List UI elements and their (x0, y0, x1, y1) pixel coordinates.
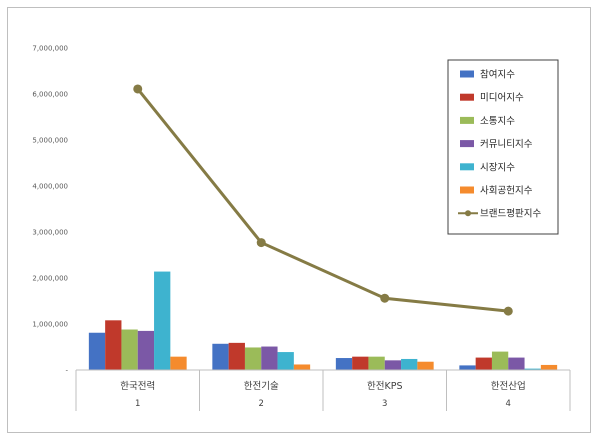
bar-5-2 (277, 352, 294, 370)
legend-label: 시장지수 (480, 162, 515, 173)
y-tick-label: 3,000,000 (32, 229, 68, 237)
x-index-label: 3 (382, 399, 387, 409)
bar-5-3 (401, 358, 418, 370)
legend-swatch (460, 186, 474, 194)
x-tick-label: 한전산업 (491, 380, 526, 392)
bar-4-2 (261, 346, 278, 370)
y-tick-label: 7,000,000 (32, 45, 68, 53)
legend-label: 미디어지수 (480, 93, 524, 104)
x-tick-label: 한전KPS (367, 381, 402, 392)
bar-1-2 (212, 343, 229, 370)
legend-swatch (460, 163, 474, 171)
line-path (136, 88, 509, 313)
chart-frame: - 1,000,000 2,000,000 3,000,000 4,000,000 5,0… (7, 7, 591, 433)
y-tick-label: - (65, 367, 68, 375)
x-axis: 한국전력 1 한전기술 2 한전KPS 3 한전산업 4 (75, 369, 571, 411)
y-tick-label: 6,000,000 (32, 91, 68, 99)
line-point-4 (503, 306, 513, 316)
y-tick-label: 4,000,000 (32, 183, 68, 191)
bar-4-4 (508, 357, 525, 370)
bar-1-3 (335, 358, 353, 370)
bar-6-4 (540, 364, 558, 370)
bar-3-4 (491, 351, 509, 370)
bar-2-4 (475, 357, 492, 370)
y-tick-label: 5,000,000 (32, 137, 68, 145)
x-tick-label: 한국전력 (120, 380, 155, 392)
bar-3-1 (121, 329, 138, 370)
brand-reputation-line (133, 84, 513, 316)
legend-label: 사회공헌지수 (480, 186, 533, 197)
line-point-2 (256, 238, 266, 248)
line-point-3 (380, 293, 390, 303)
bar-1-4 (459, 365, 476, 370)
legend-label: 브랜드평판지수 (480, 209, 541, 220)
bar-3-3 (368, 356, 385, 370)
y-tick-label: 1,000,000 (32, 321, 68, 329)
x-index-label: 2 (259, 399, 264, 409)
y-axis-ticks: - 1,000,000 2,000,000 3,000,000 4,000,000 5,0… (32, 45, 68, 375)
bar-2-3 (352, 356, 369, 370)
legend-swatch (460, 93, 474, 101)
line-point-1 (133, 84, 143, 94)
bar-series-group (88, 271, 558, 370)
legend-label: 참여지수 (480, 69, 515, 81)
y-tick-label: 2,000,000 (32, 275, 68, 283)
bar-6-1 (170, 356, 187, 370)
bar-5-1 (154, 271, 171, 370)
x-tick-label: 한전기술 (244, 381, 279, 392)
x-index-label: 1 (135, 399, 140, 409)
bar-6-2 (293, 364, 311, 370)
legend-swatch (460, 70, 474, 78)
legend-swatch (460, 140, 474, 148)
bar-3-2 (244, 347, 262, 370)
bar-2-1 (105, 320, 122, 370)
legend-label: 소통지수 (480, 116, 515, 127)
legend-label: 커뮤니티지수 (480, 139, 533, 150)
bar-2-2 (228, 342, 245, 370)
bar-4-1 (137, 330, 155, 370)
bar-6-3 (417, 361, 434, 370)
bar-5-4 (524, 368, 541, 370)
legend-swatch (460, 116, 474, 124)
x-index-label: 4 (506, 399, 511, 409)
legend-line-marker (465, 210, 471, 217)
chart: - 1,000,000 2,000,000 3,000,000 4,000,000 5,0… (32, 45, 571, 411)
bar-4-3 (384, 360, 402, 370)
bar-1-1 (88, 332, 106, 370)
